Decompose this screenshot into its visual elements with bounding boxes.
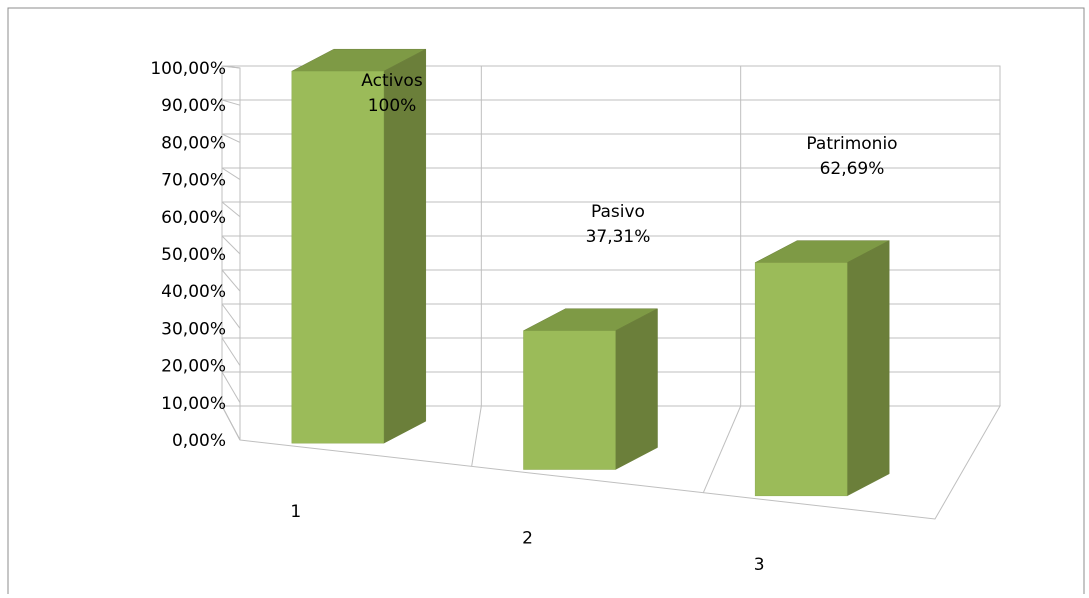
gridline-side (221, 201, 241, 218)
y-tick-label: 0,00% (172, 431, 226, 451)
gridline-side (221, 269, 241, 292)
y-tick-label: 40,00% (161, 282, 226, 302)
bar-side-3 (846, 240, 890, 497)
y-tick-label: 20,00% (161, 357, 226, 377)
floor-divider (702, 405, 742, 493)
data-label-name: Activos (361, 71, 423, 91)
bars (291, 48, 890, 497)
floor-divider (471, 405, 482, 467)
data-label-value: 37,31% (586, 227, 651, 247)
bar-3 (754, 262, 848, 497)
y-tick-label: 30,00% (161, 319, 226, 339)
y-tick-label: 100,00% (150, 59, 226, 79)
y-tick-label: 60,00% (161, 208, 226, 228)
y-tick-label: 70,00% (161, 171, 226, 191)
chart-border (7, 7, 1085, 598)
y-tick-label: 80,00% (161, 133, 226, 153)
gridline-side (221, 99, 241, 106)
gridline-side (221, 167, 241, 181)
y-tick-label: 50,00% (161, 245, 226, 265)
y-tick-label: 10,00% (161, 394, 226, 414)
data-label-value: 62,69% (820, 159, 885, 179)
bar-2 (523, 330, 616, 470)
gridline-side (221, 133, 241, 143)
gridline-side (221, 303, 241, 329)
x-tick-label: 3 (754, 555, 765, 575)
gridline-side (221, 405, 241, 441)
data-label-name: Pasivo (591, 202, 645, 222)
gridline-side (221, 337, 241, 366)
data-label-value: 100% (368, 96, 417, 116)
data-label-name: Patrimonio (806, 134, 897, 154)
y-tick-label: 90,00% (161, 96, 226, 116)
x-tick-label: 2 (522, 529, 533, 549)
x-axis-tick-labels: 1 2 3 (290, 502, 764, 575)
gridline-side (221, 371, 241, 404)
bar-side-2 (615, 308, 658, 470)
gridline-side (221, 235, 241, 255)
data-labels: Activos 100% Pasivo 37,31% Patrimonio 62,69% (361, 71, 897, 247)
x-tick-label: 1 (290, 502, 301, 522)
bar-1 (291, 70, 385, 444)
y-axis-tick-labels: 0,00% 10,00% 20,00% 30,00% 40,00% 50,00% 60,00… (150, 59, 226, 451)
